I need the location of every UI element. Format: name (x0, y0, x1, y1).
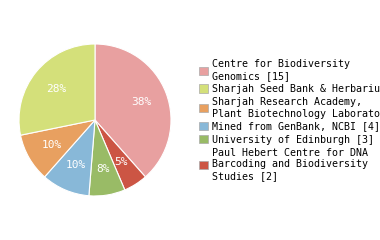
Wedge shape (21, 120, 95, 177)
Text: 8%: 8% (96, 164, 110, 174)
Text: 28%: 28% (47, 84, 67, 94)
Text: 10%: 10% (65, 161, 86, 170)
Wedge shape (95, 120, 146, 190)
Wedge shape (95, 44, 171, 177)
Legend: Centre for Biodiversity
Genomics [15], Sharjah Seed Bank & Herbarium [11], Sharj: Centre for Biodiversity Genomics [15], S… (199, 59, 380, 181)
Wedge shape (19, 44, 95, 135)
Wedge shape (89, 120, 125, 196)
Text: 10%: 10% (42, 140, 62, 150)
Text: 38%: 38% (131, 97, 151, 108)
Wedge shape (44, 120, 95, 196)
Text: 5%: 5% (115, 157, 128, 167)
